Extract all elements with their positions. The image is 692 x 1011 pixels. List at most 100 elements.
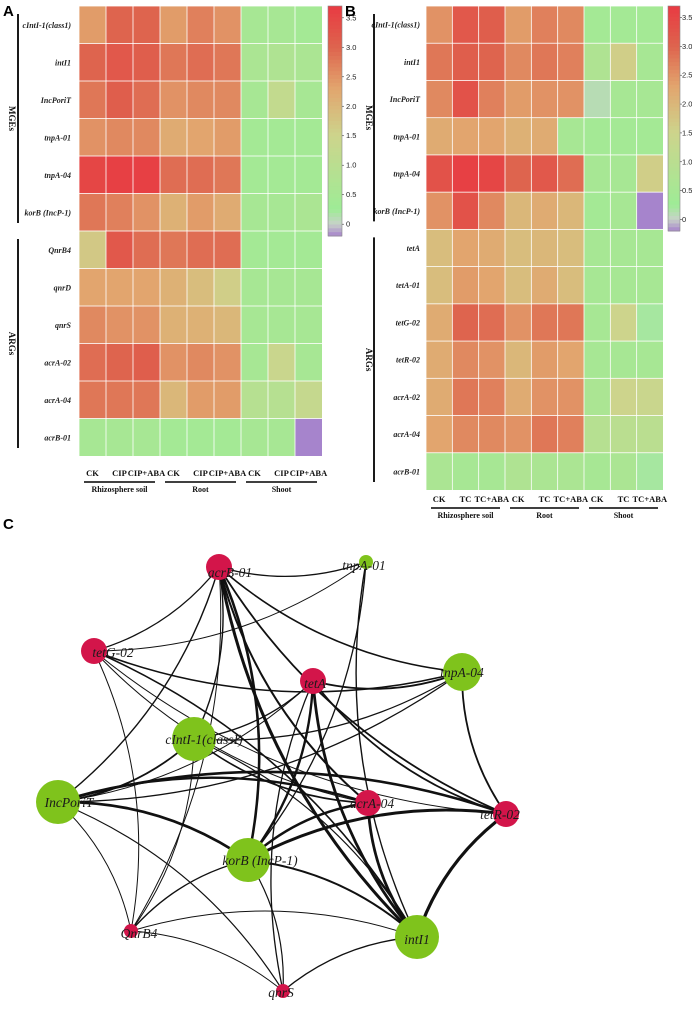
- p0-cell-r11-c7: [267, 418, 296, 457]
- p1-colorbar-segment: [668, 51, 680, 56]
- p0-row-group-label: MGEs: [7, 106, 17, 131]
- p0-row-group-label: ARGs: [7, 332, 17, 356]
- p0-cell-r6-c7: [267, 230, 296, 270]
- p1-cell-r6-c3: [504, 228, 533, 268]
- p1-colorbar-segment: [668, 216, 680, 221]
- node-label-qnrS: qnrS: [268, 985, 294, 1000]
- p0-cell-r6-c6: [240, 230, 269, 270]
- p0-cell-r4-c5: [213, 155, 242, 195]
- p1-colorbar-segment: [668, 227, 680, 232]
- p0-colorbar-tick-label: 1.0: [346, 161, 356, 170]
- p0-colorbar-segment: [328, 193, 342, 199]
- edge-acrB-01-tnpA-04: [218, 566, 463, 673]
- edge-tnpA-04-tetR-02: [461, 671, 507, 815]
- node-tetG-02: [81, 638, 107, 664]
- p0-cell-r1-c0: [78, 43, 107, 82]
- p1-colorbar-segment: [668, 6, 680, 11]
- p1-column-group-label: Root: [536, 511, 553, 520]
- p1-colorbar-segment: [668, 107, 680, 112]
- p1-colorbar-segment: [668, 24, 680, 29]
- p1-colorbar-tick-label: 2.5: [682, 71, 692, 80]
- p1-cell-r2-c0: [425, 80, 454, 119]
- edge-tetR-02-intI1: [415, 812, 508, 939]
- p1-cell-r8-c5: [557, 303, 585, 342]
- p1-cell-r9-c5: [557, 340, 585, 380]
- p0-colorbar-segment: [328, 163, 342, 168]
- p1-row-group-label: ARGs: [364, 348, 374, 372]
- p1-cell-r10-c4: [530, 377, 559, 417]
- p0-colorbar-segment: [328, 86, 342, 91]
- p1-cell-r5-c1: [451, 191, 480, 231]
- p1-cell-r4-c4: [530, 154, 559, 193]
- p1-cell-r4-c3: [504, 154, 533, 193]
- p0-colorbar-tick-label: 3.5: [346, 13, 356, 22]
- p0-colorbar-segment: [328, 113, 342, 118]
- p0-colorbar-segment: [328, 36, 342, 41]
- p0-colorbar-segment: [328, 13, 342, 18]
- p1-row-label: tetA-01: [396, 281, 420, 290]
- p0-colorbar-segment: [328, 232, 342, 237]
- p0-colorbar-segment: [328, 144, 342, 149]
- p0-column-label: CK: [86, 468, 99, 478]
- p0-cell-r11-c4: [186, 418, 215, 457]
- p0-cell-r2-c3: [159, 80, 188, 120]
- p0-colorbar-segment: [328, 44, 342, 49]
- p0-colorbar-segment: [328, 9, 342, 15]
- p0-cell-r10-c0: [78, 380, 107, 420]
- p1-colorbar-segment: [668, 28, 680, 33]
- p1-column-label: CK: [591, 494, 604, 504]
- p0-cell-r3-c0: [78, 118, 107, 157]
- p0-column-label: CIP: [112, 468, 127, 478]
- p1-colorbar-segment: [668, 133, 680, 138]
- p1-colorbar-segment: [668, 118, 680, 123]
- node-label-cIntI-1: cIntI-1(classI): [165, 732, 243, 747]
- p0-column-label: CIP+ABA: [290, 468, 328, 478]
- p1-cell-r11-c5: [557, 415, 585, 454]
- node-label-intI1: intI1: [404, 932, 430, 947]
- p1-row-label: IncPoriT: [389, 95, 421, 104]
- p1-colorbar-segment: [668, 84, 680, 89]
- p1-cell-r12-c2: [478, 452, 506, 491]
- network-panel-c: acrB-01 tnpA-01 tetG-02 tetA tnpA-04 cIntI-1(…: [36, 554, 520, 1000]
- p1-cell-r1-c5: [557, 42, 585, 82]
- p0-cell-r10-c4: [186, 380, 215, 420]
- node-label-acrB-01: acrB-01: [208, 565, 252, 580]
- p1-cell-r9-c0: [425, 340, 454, 380]
- edge-acrB-01-tetR-02: [218, 566, 507, 815]
- p1-cell-r6-c7: [609, 228, 638, 268]
- p1-colorbar-segment: [668, 223, 680, 228]
- p1-cell-r12-c5: [557, 452, 585, 491]
- p0-cell-r10-c2: [132, 380, 161, 420]
- p1-cell-r3-c2: [478, 117, 506, 156]
- p0-colorbar-segment: [328, 136, 342, 141]
- p0-colorbar-segment: [328, 55, 342, 61]
- p0-cell-r7-c8: [294, 268, 323, 307]
- p0-cell-r4-c3: [159, 155, 188, 195]
- p0-cell-r4-c2: [132, 155, 161, 195]
- p1-colorbar-segment: [668, 9, 680, 14]
- p0-colorbar-segment: [328, 209, 342, 214]
- p1-colorbar-segment: [668, 17, 680, 22]
- p0-colorbar-tick-label: 3.0: [346, 43, 356, 52]
- p1-row-label: cIntI-1(class1): [372, 21, 421, 30]
- network-node-labels: acrB-01 tnpA-01 tetG-02 tetA tnpA-04 cIntI-1(…: [44, 558, 520, 1000]
- p1-colorbar-tick-label: 1.5: [682, 128, 692, 137]
- p1-colorbar-segment: [668, 114, 680, 119]
- p1-cell-r12-c7: [609, 452, 638, 491]
- edge-IncPoriT-korB: [56, 800, 250, 862]
- p1-cell-r12-c4: [530, 452, 559, 491]
- p1-colorbar-segment: [668, 148, 680, 153]
- p0-cell-r8-c5: [213, 305, 242, 345]
- p1-colorbar-segment: [668, 47, 680, 52]
- p0-row-label: qnrD: [54, 283, 72, 292]
- p1-colorbar-segment: [668, 201, 680, 206]
- p0-cell-r11-c3: [159, 418, 188, 457]
- p0-colorbar-segment: [328, 75, 342, 80]
- node-tnpA-04: [443, 653, 481, 691]
- p1-colorbar-segment: [668, 171, 680, 176]
- p0-cell-r3-c8: [294, 118, 323, 157]
- p0-colorbar-segment: [328, 178, 342, 183]
- p0-cell-r0-c4: [186, 5, 215, 45]
- p0-cell-r6-c1: [105, 230, 134, 270]
- p0-cell-r1-c4: [186, 43, 215, 82]
